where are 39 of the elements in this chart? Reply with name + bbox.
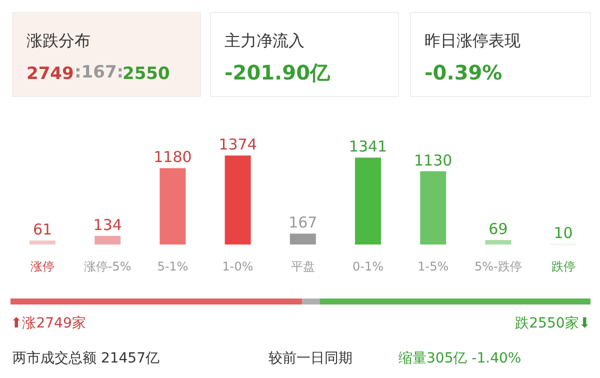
text: ⬆涨2749家	[10, 316, 86, 332]
x-tick-label: 平盘	[290, 260, 315, 274]
bar	[160, 168, 186, 244]
data-label: 1341	[348, 138, 388, 156]
text: 主力净流入	[224, 31, 304, 50]
text: 2749	[26, 64, 74, 84]
text: :167:	[74, 62, 124, 82]
x-tick-label: 涨停	[30, 260, 54, 274]
bar	[94, 236, 121, 244]
bar	[485, 240, 512, 244]
x-tick-label: 5-1%	[157, 260, 188, 274]
x-tick-label: 1-5%	[418, 260, 449, 274]
text: 缩量305亿 -1.40%	[398, 350, 522, 366]
bar	[224, 156, 251, 244]
x-tick-label: 涨停-5%	[84, 260, 132, 274]
x-tick-label: 跌停	[551, 260, 576, 274]
bar	[290, 234, 316, 244]
data-label: 1374	[218, 136, 257, 154]
text: 涨跌分布	[26, 31, 90, 50]
text: 昨日涨停表现	[424, 31, 520, 50]
text: 跌2550家⬇	[515, 316, 590, 332]
x-tick-label: 5%-跌停	[474, 260, 522, 274]
bar	[30, 240, 56, 244]
data-label: 134	[93, 216, 122, 234]
data-label: 69	[488, 220, 508, 238]
data-label: 1130	[414, 151, 452, 170]
data-label: 167	[288, 214, 318, 232]
x-tick-label: 0-1%	[352, 260, 384, 274]
text: 2550	[122, 64, 170, 84]
data-label: 1180	[154, 148, 192, 166]
text: -201.90亿	[224, 60, 331, 84]
data-label: 61	[32, 220, 52, 239]
text: 较前一日同期	[268, 350, 352, 366]
text: 两市成交总额 21457亿	[12, 350, 160, 366]
bar	[355, 158, 381, 244]
x-tick-label: 1-0%	[222, 260, 254, 274]
text: -0.39%	[424, 60, 502, 84]
data-label: 10	[554, 224, 573, 242]
bar	[420, 171, 446, 244]
